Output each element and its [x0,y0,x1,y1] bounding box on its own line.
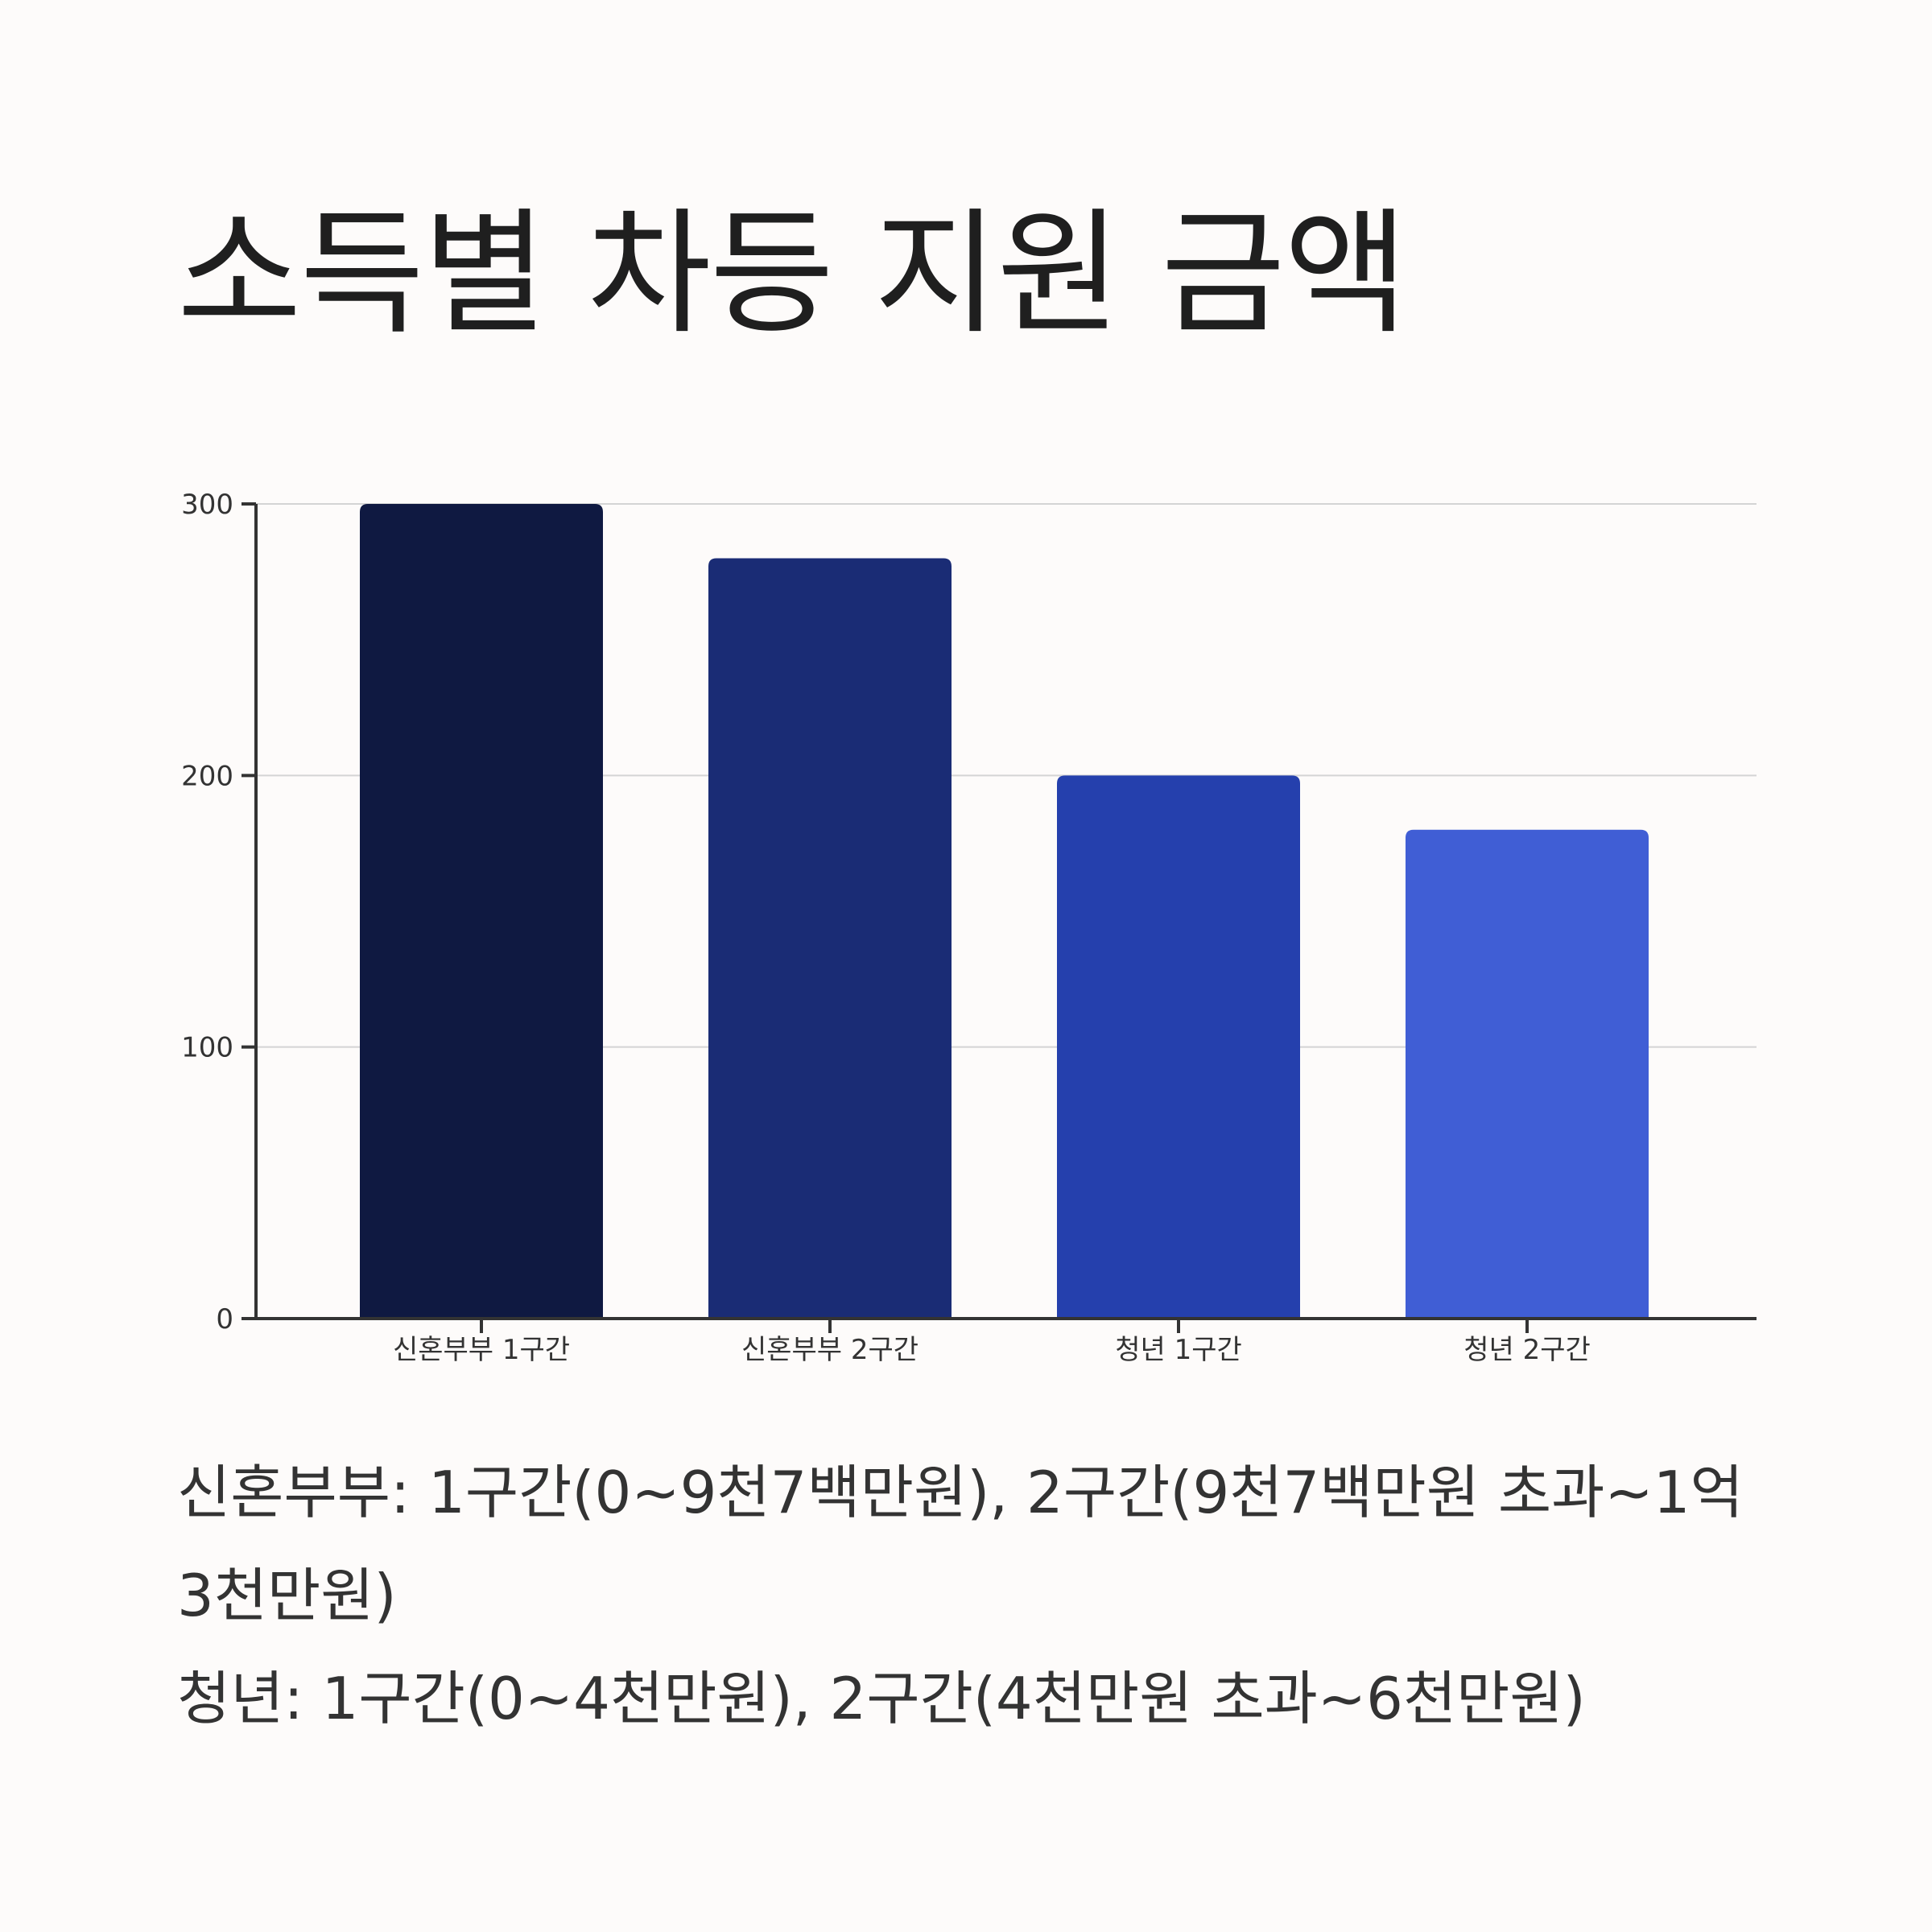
y-tick-label: 300 [181,489,233,521]
chart-title: 소득별 차등 지원 금액 [177,195,1408,353]
income-bracket-notes: 신혼부부: 1구간(0~9천7백만원), 2구간(9천7백만원 초과~1억3천만… [177,1441,1755,1750]
bar-3 [1057,775,1300,1319]
x-tick-label: 신혼부부 2구간 [741,1334,919,1366]
note-newlywed: 신혼부부: 1구간(0~9천7백만원), 2구간(9천7백만원 초과~1억3천만… [177,1459,1744,1629]
y-tick-label: 0 [216,1303,233,1335]
x-tick-label: 청년 2구간 [1463,1334,1591,1366]
bars [360,504,1649,1319]
bar-2 [708,558,952,1319]
bar-4 [1406,829,1649,1319]
bar-1 [360,504,603,1319]
axes [242,502,1757,1333]
y-tick-label: 100 [181,1032,233,1064]
x-tick-label: 신혼부부 1구간 [393,1334,570,1366]
x-tick-label: 청년 1구간 [1115,1334,1242,1366]
bar-chart: 0 100 200 300 신혼부부 1구간 신혼부부 2구간 청년 1구간 청년 2구간 [181,489,1757,1366]
note-youth: 청년: 1구간(0~4천만원), 2구간(4천만원 초과~6천만원) [177,1665,1586,1732]
y-tick-label: 200 [181,760,233,792]
tick-labels: 0 100 200 300 신혼부부 1구간 신혼부부 2구간 청년 1구간 청년 2구간 [181,489,1591,1366]
